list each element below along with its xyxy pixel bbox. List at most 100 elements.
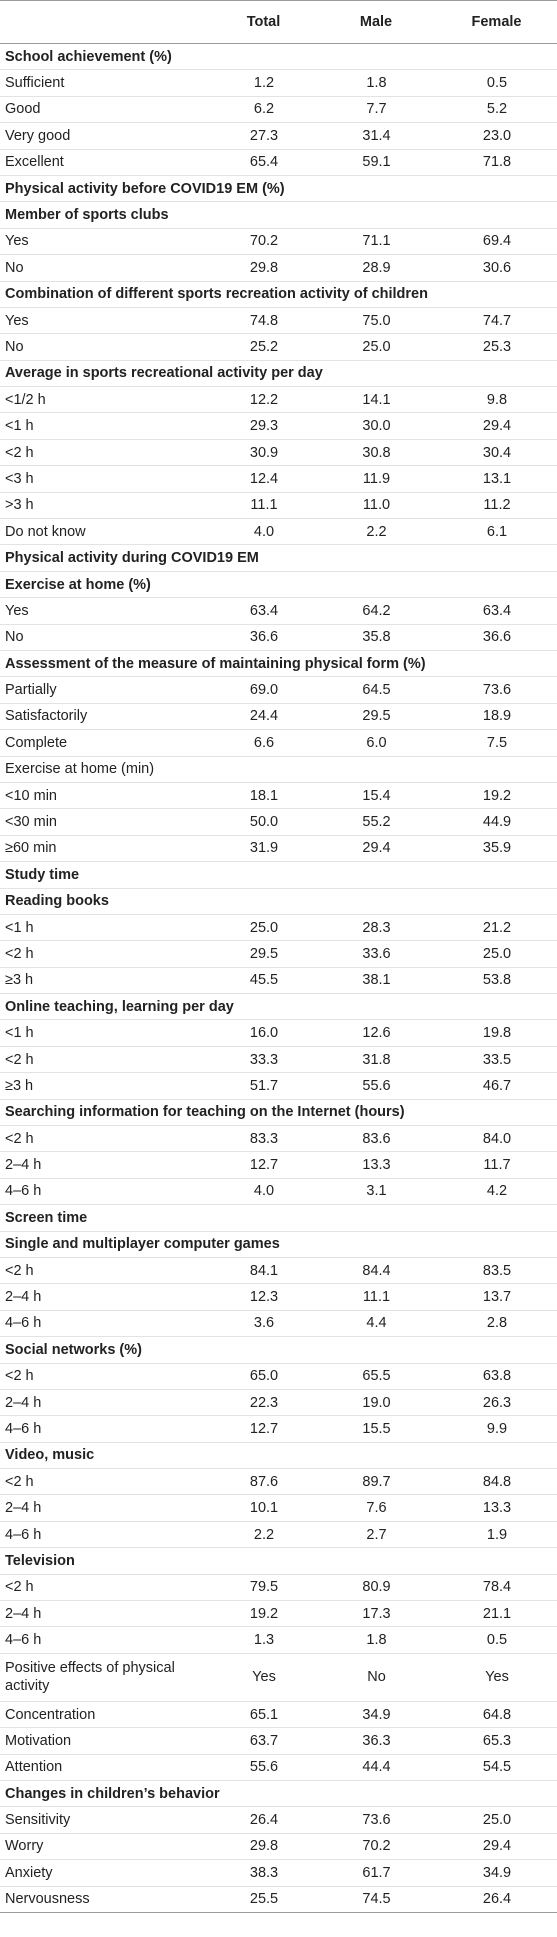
row-label: 2–4 h (0, 1494, 211, 1522)
row-label: <2 h (0, 1363, 211, 1390)
cell-total: 45.5 (211, 967, 316, 995)
cell-male: 55.6 (316, 1072, 436, 1100)
table-row: 2–4 h 22.3 19.0 26.3 (0, 1389, 557, 1417)
header-label (0, 0, 211, 44)
cell-total: 12.2 (211, 386, 316, 414)
table-row: Concentration 65.1 34.9 64.8 (0, 1701, 557, 1729)
header-male: Male (316, 0, 436, 44)
cell-total: 12.7 (211, 1415, 316, 1443)
table-row: Sensitivity 26.4 73.6 25.0 (0, 1806, 557, 1834)
cell-total: 18.1 (211, 782, 316, 810)
table-row: 2–4 h 12.3 11.1 13.7 (0, 1283, 557, 1311)
table-row: No 29.8 28.9 30.6 (0, 254, 557, 282)
table-row: Motivation 63.7 36.3 65.3 (0, 1727, 557, 1755)
row-label: Excellent (0, 149, 211, 176)
cell-female: 9.9 (436, 1415, 557, 1443)
section-label: Single and multiplayer computer games (0, 1231, 557, 1258)
table-row: Very good 27.3 31.4 23.0 (0, 122, 557, 150)
cell-total: 19.2 (211, 1600, 316, 1628)
table-row: Satisfactorily 24.4 29.5 18.9 (0, 703, 557, 731)
section-header-row: Physical activity during COVID19 EM (0, 544, 557, 572)
table-row: Sufficient 1.2 1.8 0.5 (0, 69, 557, 97)
row-label: <1 h (0, 914, 211, 942)
cell-female: 13.1 (436, 465, 557, 493)
cell-total: 12.7 (211, 1151, 316, 1179)
row-label: ≥3 h (0, 1072, 211, 1100)
section-label: Study time (0, 861, 557, 889)
row-label: <30 min (0, 808, 211, 836)
row-label: Nervousness (0, 1886, 211, 1913)
cell-total: 33.3 (211, 1046, 316, 1074)
row-label: <2 h (0, 1468, 211, 1496)
table-row: 2–4 h 12.7 13.3 11.7 (0, 1151, 557, 1179)
table-row: Yes 74.8 75.0 74.7 (0, 307, 557, 335)
cell-female: 18.9 (436, 703, 557, 731)
cell-total: 24.4 (211, 703, 316, 731)
section-label: Assessment of the measure of maintaining… (0, 650, 557, 678)
row-label: Sensitivity (0, 1806, 211, 1834)
cell-male: 29.4 (316, 835, 436, 863)
cell-total: 25.0 (211, 914, 316, 942)
row-label: Do not know (0, 518, 211, 546)
row-label: <2 h (0, 1046, 211, 1074)
table-row: Yes 63.4 64.2 63.4 (0, 597, 557, 625)
cell-female: 5.2 (436, 96, 557, 124)
section-header-row: Single and multiplayer computer games (0, 1231, 557, 1258)
cell-total: 65.4 (211, 149, 316, 176)
section-header-row: Screen time (0, 1204, 557, 1232)
cell-male: 59.1 (316, 149, 436, 176)
cell-male: 34.9 (316, 1701, 436, 1729)
table-row: Do not know 4.0 2.2 6.1 (0, 518, 557, 546)
row-label: >3 h (0, 492, 211, 520)
section-label: Video, music (0, 1442, 557, 1470)
cell-male: 74.5 (316, 1886, 436, 1913)
cell-male: 30.0 (316, 412, 436, 440)
table-row: 4–6 h 2.2 2.7 1.9 (0, 1521, 557, 1549)
section-label: Physical activity before COVID19 EM (%) (0, 175, 557, 203)
cell-total: 11.1 (211, 492, 316, 520)
cell-total: 63.4 (211, 597, 316, 625)
section-header-row: Online teaching, learning per day (0, 993, 557, 1021)
section-label: Changes in children’s behavior (0, 1780, 557, 1808)
cell-female: 35.9 (436, 835, 557, 863)
header-row: Total Male Female (0, 0, 557, 44)
cell-male: 28.9 (316, 254, 436, 282)
row-label: Yes (0, 597, 211, 625)
row-label: Concentration (0, 1701, 211, 1729)
row-label: Sufficient (0, 69, 211, 97)
section-header-row: Exercise at home (%) (0, 571, 557, 599)
cell-total: 69.0 (211, 676, 316, 704)
table-row: ≥60 min 31.9 29.4 35.9 (0, 835, 557, 863)
section-header-row: Average in sports recreational activity … (0, 360, 557, 388)
row-label: Attention (0, 1754, 211, 1782)
cell-female: 1.9 (436, 1521, 557, 1549)
cell-male: 1.8 (316, 1626, 436, 1654)
section-header-row: Combination of different sports recreati… (0, 281, 557, 308)
cell-male: 1.8 (316, 69, 436, 97)
row-label: Partially (0, 676, 211, 704)
cell-total (211, 756, 316, 783)
cell-male: 64.5 (316, 676, 436, 704)
row-label: 2–4 h (0, 1151, 211, 1179)
cell-male: 17.3 (316, 1600, 436, 1628)
table-row: 4–6 h 1.3 1.8 0.5 (0, 1626, 557, 1654)
table-body: School achievement (%) Sufficient 1.2 1.8 0.… (0, 43, 557, 1913)
cell-male: 29.5 (316, 703, 436, 731)
table-row: <30 min 50.0 55.2 44.9 (0, 808, 557, 836)
table-row: <2 h 83.3 83.6 84.0 (0, 1125, 557, 1153)
table-row: Yes 70.2 71.1 69.4 (0, 228, 557, 256)
table-row: 4–6 h 12.7 15.5 9.9 (0, 1415, 557, 1443)
cell-total: 25.5 (211, 1886, 316, 1913)
row-label: <1/2 h (0, 386, 211, 414)
cell-total: 50.0 (211, 808, 316, 836)
cell-total: 70.2 (211, 228, 316, 256)
row-label: Very good (0, 122, 211, 150)
cell-female: 44.9 (436, 808, 557, 836)
table-row: No 36.6 35.8 36.6 (0, 624, 557, 651)
cell-total: 25.2 (211, 333, 316, 361)
row-label: 2–4 h (0, 1389, 211, 1417)
cell-female: 54.5 (436, 1754, 557, 1782)
row-label: Satisfactorily (0, 703, 211, 731)
row-label: ≥60 min (0, 835, 211, 863)
row-label: 2–4 h (0, 1600, 211, 1628)
